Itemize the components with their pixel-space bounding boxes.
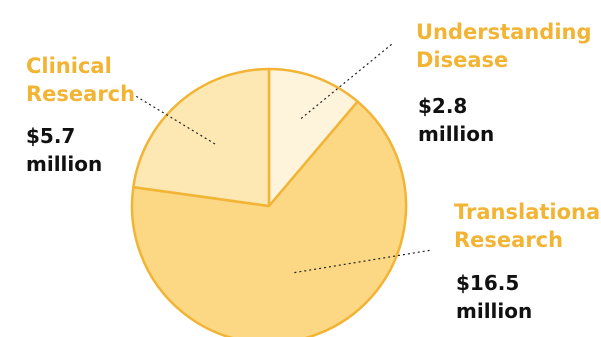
- value-understanding-line2: million: [418, 122, 495, 146]
- label-understanding-line1: Understanding: [416, 20, 592, 44]
- label-understanding-disease: Understanding Disease: [416, 18, 592, 74]
- label-clinical-line2: Research: [26, 82, 136, 106]
- pie-slices: [130, 67, 408, 337]
- slice-understanding-disease: [267, 67, 359, 208]
- label-clinical-line1: Clinical: [26, 54, 112, 78]
- value-translational-line1: $16.5: [456, 271, 520, 295]
- value-translational-line2: million: [456, 299, 533, 323]
- value-clinical-line1: $5.7: [26, 124, 76, 148]
- label-translational-research: Translational Research: [454, 198, 601, 254]
- slice-clinical-research: [132, 67, 271, 208]
- value-clinical-research: $5.7 million: [26, 122, 102, 178]
- value-translational-research: $16.5 million: [456, 269, 532, 325]
- value-understanding-line1: $2.8: [418, 94, 468, 118]
- value-understanding-disease: $2.8 million: [418, 92, 494, 148]
- slice-translational-research: [130, 100, 408, 337]
- leader-clinical-research: [133, 94, 216, 145]
- value-clinical-line2: million: [26, 152, 103, 176]
- label-translational-line2: Research: [454, 228, 564, 252]
- leader-lines: [133, 43, 433, 274]
- label-understanding-line2: Disease: [416, 48, 509, 72]
- label-translational-line1: Translational: [454, 200, 601, 224]
- label-clinical-research: Clinical Research: [26, 52, 135, 108]
- leader-translational-research: [294, 249, 433, 274]
